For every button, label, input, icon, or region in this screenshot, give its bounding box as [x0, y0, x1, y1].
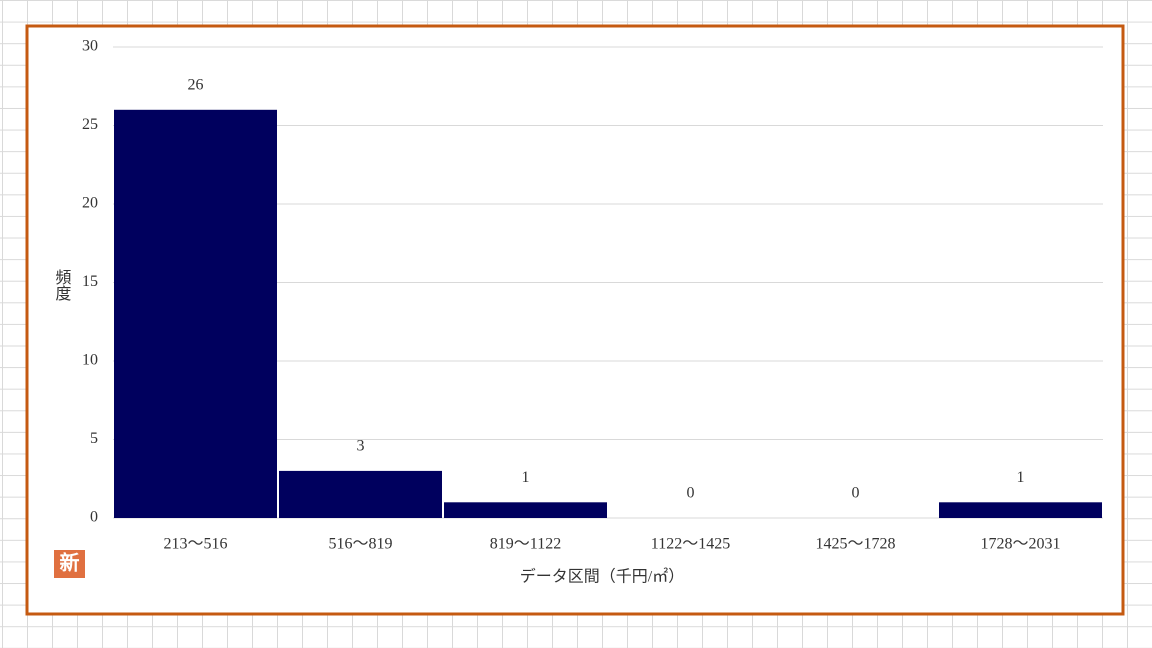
y-tick-label: 10 — [82, 352, 98, 369]
data-label: 0 — [687, 485, 695, 502]
x-tick-label: 1728～2031 — [980, 536, 1060, 553]
y-tick-label: 0 — [90, 509, 98, 526]
x-tick-label: 213～516 — [163, 536, 227, 553]
bar — [279, 470, 442, 518]
x-tick-label: 516～819 — [328, 536, 392, 553]
bar — [939, 502, 1102, 518]
x-tick-label: 819～1122 — [490, 536, 561, 553]
y-tick-label: 30 — [82, 38, 98, 55]
badge: 新 — [60, 551, 80, 575]
y-tick-label: 25 — [82, 116, 98, 133]
data-label: 1 — [522, 469, 530, 486]
data-label: 26 — [188, 76, 204, 93]
data-label: 1 — [1017, 469, 1025, 486]
bar — [114, 109, 277, 519]
y-tick-label: 20 — [82, 195, 98, 212]
y-axis-title: 頻度 — [52, 269, 71, 301]
x-tick-label: 1122～1425 — [651, 536, 730, 553]
data-label: 3 — [357, 438, 365, 455]
x-tick-label: 1425～1728 — [815, 536, 895, 553]
badge-box — [54, 550, 85, 578]
y-tick-label: 5 — [90, 430, 98, 447]
data-label: 0 — [852, 485, 860, 502]
y-tick-label: 15 — [82, 273, 98, 290]
x-axis-title: データ区間（千円/㎡） — [520, 567, 684, 586]
bar — [444, 502, 607, 518]
